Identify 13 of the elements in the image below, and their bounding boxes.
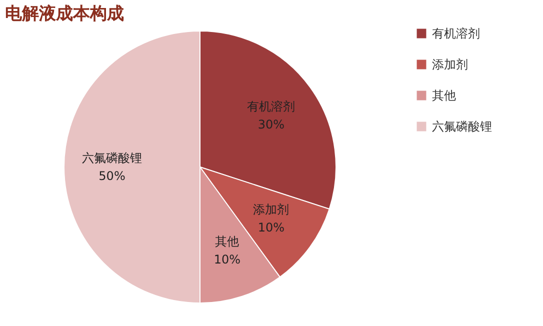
data-label: 10% xyxy=(214,252,241,267)
data-label: 10% xyxy=(258,220,285,235)
legend-label: 有机溶剂 xyxy=(432,26,480,40)
data-label: 50% xyxy=(98,169,126,183)
data-label: 30% xyxy=(258,117,285,132)
legend-label: 六氟磷酸锂 xyxy=(432,120,492,134)
legend-label: 其他 xyxy=(432,88,456,102)
slice-label: 添加剂 xyxy=(253,202,290,217)
slice-label: 其他 xyxy=(215,234,240,249)
slice-label: 有机溶剂 xyxy=(247,99,296,114)
legend-label: 添加剂 xyxy=(432,58,468,72)
slice-label: 六氟磷酸锂 xyxy=(82,151,142,165)
chart-title: 电解液成本构成 xyxy=(5,4,124,24)
